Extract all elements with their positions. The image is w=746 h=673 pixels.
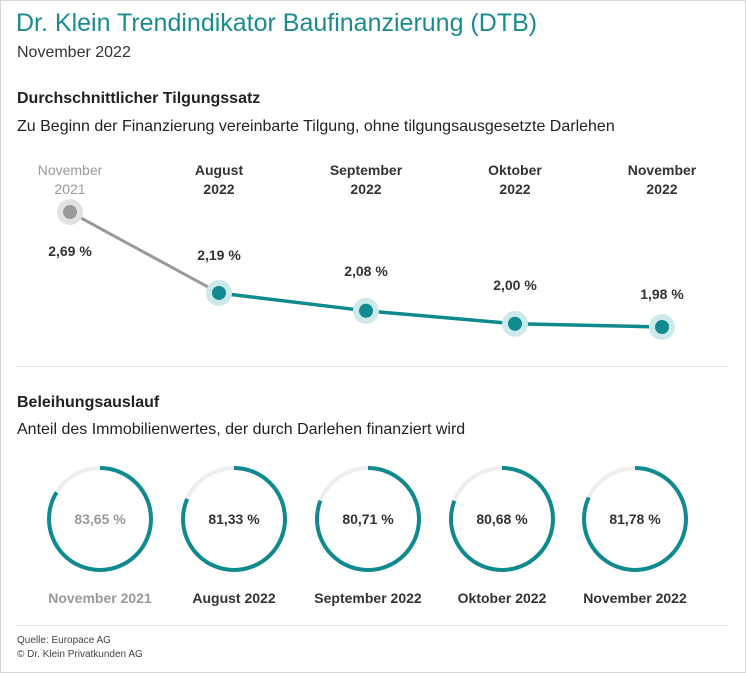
page-subtitle: November 2022 xyxy=(17,44,131,61)
line-category-label: August 2022 xyxy=(195,162,244,197)
beleihung-section-subtitle: Anteil des Immobilienwertes, der durch D… xyxy=(17,421,466,438)
footer-divider xyxy=(16,625,728,626)
ring-arc xyxy=(181,466,287,572)
line-value-label: 1,98 % xyxy=(640,286,684,302)
ring-value-label: 83,65 % xyxy=(74,511,126,527)
ring-chart: 81,33 % August 2022 xyxy=(181,466,287,606)
line-segment-past xyxy=(69,210,220,295)
ring-value-label: 81,78 % xyxy=(609,511,661,527)
tilgung-section-subtitle: Zu Beginn der Finanzierung vereinbarte T… xyxy=(17,118,615,135)
line-point xyxy=(508,316,522,331)
page-title: Dr. Klein Trendindikator Baufinanzierung… xyxy=(16,9,538,37)
line-category-label: September 2022 xyxy=(330,162,403,197)
ring-arc xyxy=(582,466,688,572)
ring-chart: 80,68 % Oktober 2022 xyxy=(449,466,555,606)
beleihung-ring-charts: 83,65 % November 2021 81,33 % August 2022 80… xyxy=(47,466,688,606)
copyright-note: © Dr. Klein Privatkunden AG xyxy=(17,649,143,660)
line-series-path xyxy=(218,291,663,329)
ring-chart: 80,71 % September 2022 xyxy=(314,466,422,606)
line-category-label: November 2022 xyxy=(628,162,697,197)
line-value-label: 2,19 % xyxy=(197,247,241,263)
ring-arc xyxy=(449,466,555,572)
ring-chart: 81,78 % November 2022 xyxy=(582,466,688,606)
line-value-label: 2,69 % xyxy=(48,243,92,259)
tilgung-section-title: Durchschnittlicher Tilgungssatz xyxy=(17,90,261,107)
line-point xyxy=(212,285,226,300)
ring-arc xyxy=(47,466,153,572)
line-point xyxy=(63,205,77,219)
line-category-label: Oktober 2022 xyxy=(488,162,542,197)
line-value-label: 2,00 % xyxy=(493,277,537,293)
ring-category-label: Oktober 2022 xyxy=(458,590,547,606)
footer: Quelle: Europace AG © Dr. Klein Privatku… xyxy=(17,634,143,662)
line-point xyxy=(655,320,669,334)
ring-category-label: September 2022 xyxy=(314,590,422,606)
section-divider xyxy=(16,366,728,367)
line-category-label: November 2021 xyxy=(38,162,103,197)
line-point xyxy=(359,303,373,318)
beleihung-section-title: Beleihungsauslauf xyxy=(17,394,160,411)
ring-chart: 83,65 % November 2021 xyxy=(47,466,153,606)
ring-category-label: August 2022 xyxy=(192,590,275,606)
ring-arc xyxy=(315,466,421,572)
ring-value-label: 81,33 % xyxy=(208,511,260,527)
line-value-label: 2,08 % xyxy=(344,263,388,279)
ring-value-label: 80,68 % xyxy=(476,511,528,527)
ring-category-label: November 2021 xyxy=(48,590,152,606)
source-note: Quelle: Europace AG xyxy=(17,635,111,646)
ring-category-label: November 2022 xyxy=(583,590,687,606)
tilgung-line-chart: November 2021 August 2022 September 2022 Oktob… xyxy=(38,162,697,340)
ring-value-label: 80,71 % xyxy=(342,511,394,527)
